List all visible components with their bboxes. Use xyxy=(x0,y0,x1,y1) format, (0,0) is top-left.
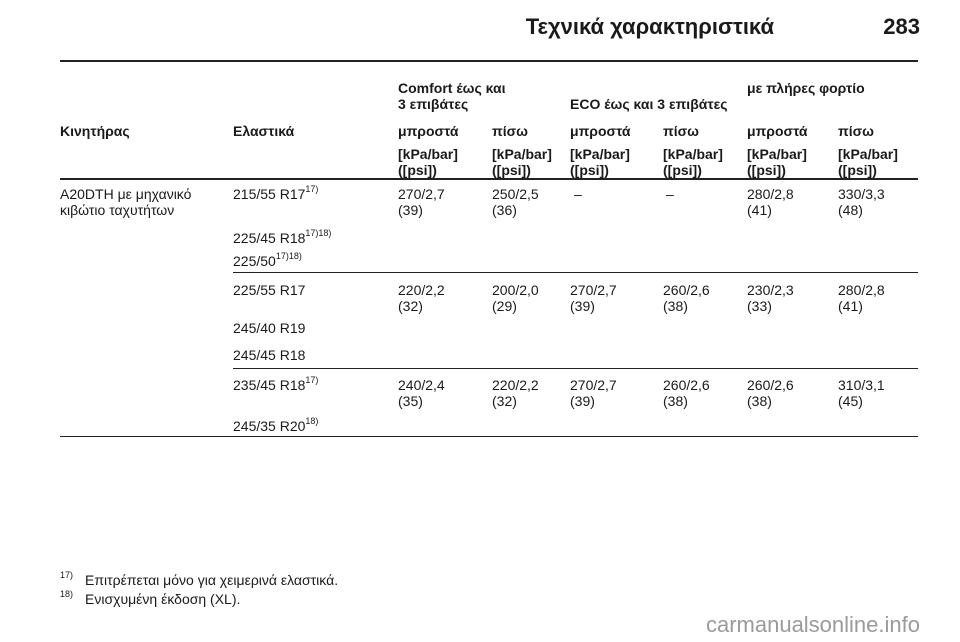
pressure-psi: (29) xyxy=(492,298,517,314)
pressure-value: 220/2,2 xyxy=(492,377,539,393)
pressure-psi: (32) xyxy=(398,298,423,314)
group-full-load: με πλήρες φορτίο xyxy=(747,80,865,96)
tyre-size: 225/45 R1817)18) xyxy=(233,228,332,246)
pressure-value: – xyxy=(574,186,582,202)
pressure-value: 330/3,3 xyxy=(838,186,885,202)
page-number: 283 xyxy=(883,14,920,39)
unit-label: [kPa/bar] xyxy=(570,146,630,162)
footnote: 17) Επιτρέπεται μόνο για χειμερινά ελαστι… xyxy=(60,570,339,588)
unit-label: [kPa/bar] xyxy=(838,146,898,162)
tyre-size: 245/45 R18 xyxy=(233,347,306,363)
pressure-value: 270/2,7 xyxy=(570,377,617,393)
pressure-psi: (35) xyxy=(398,393,423,409)
footnote-ref: 17)18) xyxy=(275,251,302,262)
pressure-psi: (39) xyxy=(570,298,595,314)
table-header-divider xyxy=(60,178,918,180)
pressure-value: 280/2,8 xyxy=(747,186,794,202)
header-divider xyxy=(60,60,918,62)
pressure-value: 270/2,7 xyxy=(398,186,445,202)
unit-label: [kPa/bar] xyxy=(398,146,458,162)
tyre-size: 215/55 R1717) xyxy=(233,184,319,202)
pressure-value: 280/2,8 xyxy=(838,282,885,298)
pressure-psi: (36) xyxy=(492,202,517,218)
tyre-size: 225/55 R17 xyxy=(233,282,306,298)
pressure-psi: (39) xyxy=(570,393,595,409)
row-divider xyxy=(233,368,918,369)
pressure-value: 260/2,6 xyxy=(663,377,710,393)
pressure-psi: (38) xyxy=(663,298,688,314)
col-eco-front: μπροστά xyxy=(570,123,631,139)
unit-label: [kPa/bar] xyxy=(492,146,552,162)
unit-label: ([psi]) xyxy=(398,162,437,178)
pressure-value: 240/2,4 xyxy=(398,377,445,393)
unit-label: ([psi]) xyxy=(570,162,609,178)
pressure-psi: (38) xyxy=(663,393,688,409)
footnote-number: 17) xyxy=(60,570,74,581)
pressure-value: 250/2,5 xyxy=(492,186,539,202)
col-full-front: μπροστά xyxy=(747,123,808,139)
tyre-size: 235/45 R1817) xyxy=(233,375,319,393)
footnote-ref: 18) xyxy=(305,416,319,427)
col-comfort-front: μπροστά xyxy=(398,123,459,139)
group-comfort-line1: Comfort έως και xyxy=(398,80,506,96)
footnote: 18) Ενισχυμένη έκδοση (XL). xyxy=(60,589,241,607)
pressure-value: 230/2,3 xyxy=(747,282,794,298)
pressure-value: 260/2,6 xyxy=(663,282,710,298)
engine-label: A20DTH με μηχανικό xyxy=(60,186,192,202)
table-bottom-rule xyxy=(60,436,918,437)
group-eco: ECO έως και 3 επιβάτες xyxy=(570,96,728,112)
footnote-ref: 17) xyxy=(305,375,319,386)
pressure-psi: (39) xyxy=(398,202,423,218)
pressure-value: 260/2,6 xyxy=(747,377,794,393)
pressure-value: 220/2,2 xyxy=(398,282,445,298)
pressure-psi: (48) xyxy=(838,202,863,218)
pressure-value: 310/3,1 xyxy=(838,377,885,393)
footnote-ref: 17)18) xyxy=(305,228,332,239)
unit-label: ([psi]) xyxy=(663,162,702,178)
unit-label: ([psi]) xyxy=(838,162,877,178)
col-comfort-rear: πίσω xyxy=(492,123,529,139)
col-full-rear: πίσω xyxy=(838,123,875,139)
pressure-psi: (32) xyxy=(492,393,517,409)
page-title: Τεχνικά χαρακτηριστικά xyxy=(525,14,774,39)
pressure-psi: (33) xyxy=(747,298,772,314)
pressure-value: 200/2,0 xyxy=(492,282,539,298)
unit-label: [kPa/bar] xyxy=(663,146,723,162)
unit-label: ([psi]) xyxy=(492,162,531,178)
unit-label: ([psi]) xyxy=(747,162,786,178)
pressure-psi: (38) xyxy=(747,393,772,409)
footnote-ref: 17) xyxy=(305,184,319,195)
watermark: carmanualsonline.info xyxy=(705,612,920,637)
footnote-number: 18) xyxy=(60,589,74,600)
pressure-value: 270/2,7 xyxy=(570,282,617,298)
unit-label: [kPa/bar] xyxy=(747,146,807,162)
group-comfort-line2: 3 επιβάτες xyxy=(398,96,469,112)
tyre-size: 225/5017)18) xyxy=(233,251,302,269)
pressure-value: – xyxy=(666,186,674,202)
row-divider xyxy=(233,272,918,273)
col-tyres: Ελαστικά xyxy=(233,123,295,139)
pressure-psi: (45) xyxy=(838,393,863,409)
col-eco-rear: πίσω xyxy=(663,123,700,139)
tyre-size: 245/35 R2018) xyxy=(233,416,319,434)
pressure-psi: (41) xyxy=(747,202,772,218)
pressure-psi: (41) xyxy=(838,298,863,314)
engine-label: κιβώτιο ταχυτήτων xyxy=(60,202,175,218)
tyre-size: 245/40 R19 xyxy=(233,320,306,336)
col-engine: Κινητήρας xyxy=(60,123,130,139)
